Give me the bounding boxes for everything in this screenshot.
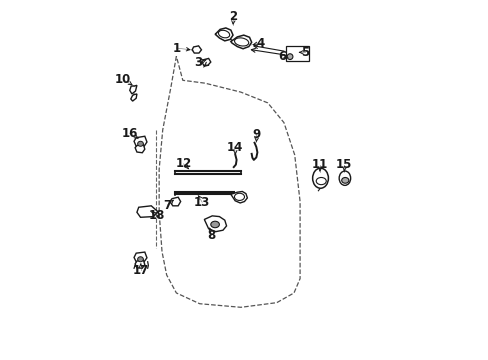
Polygon shape [131,94,137,101]
Polygon shape [135,144,144,153]
Ellipse shape [312,168,328,188]
Polygon shape [215,28,233,41]
Polygon shape [204,216,226,231]
Text: 13: 13 [194,196,210,209]
Ellipse shape [234,193,244,201]
Text: 16: 16 [122,127,138,140]
Ellipse shape [210,221,219,228]
Text: 9: 9 [252,127,260,141]
Polygon shape [129,85,137,94]
Text: 15: 15 [335,158,352,171]
Text: 7: 7 [163,199,171,212]
Text: 8: 8 [207,229,215,242]
Polygon shape [202,58,210,65]
FancyBboxPatch shape [286,46,309,61]
Ellipse shape [137,257,143,262]
Text: 14: 14 [226,140,242,153]
Text: 11: 11 [311,158,327,171]
Polygon shape [134,136,147,146]
Polygon shape [135,260,144,268]
Ellipse shape [137,141,143,146]
Ellipse shape [234,38,248,46]
Polygon shape [169,197,180,206]
Polygon shape [134,252,147,262]
Text: 10: 10 [115,73,131,86]
Text: 17: 17 [132,264,148,277]
Text: 3: 3 [193,56,202,69]
Text: 4: 4 [256,36,264,50]
Ellipse shape [339,171,350,185]
Text: 5: 5 [301,46,309,59]
Text: 18: 18 [148,210,164,222]
Text: 2: 2 [228,10,237,23]
Polygon shape [230,192,247,203]
Polygon shape [192,46,201,53]
Ellipse shape [218,30,229,38]
Text: 1: 1 [172,41,180,54]
Text: 6: 6 [278,50,286,63]
Text: 12: 12 [175,157,191,170]
Ellipse shape [316,177,325,185]
Polygon shape [230,35,251,49]
Ellipse shape [286,54,292,59]
Ellipse shape [341,177,348,183]
Polygon shape [137,206,158,217]
